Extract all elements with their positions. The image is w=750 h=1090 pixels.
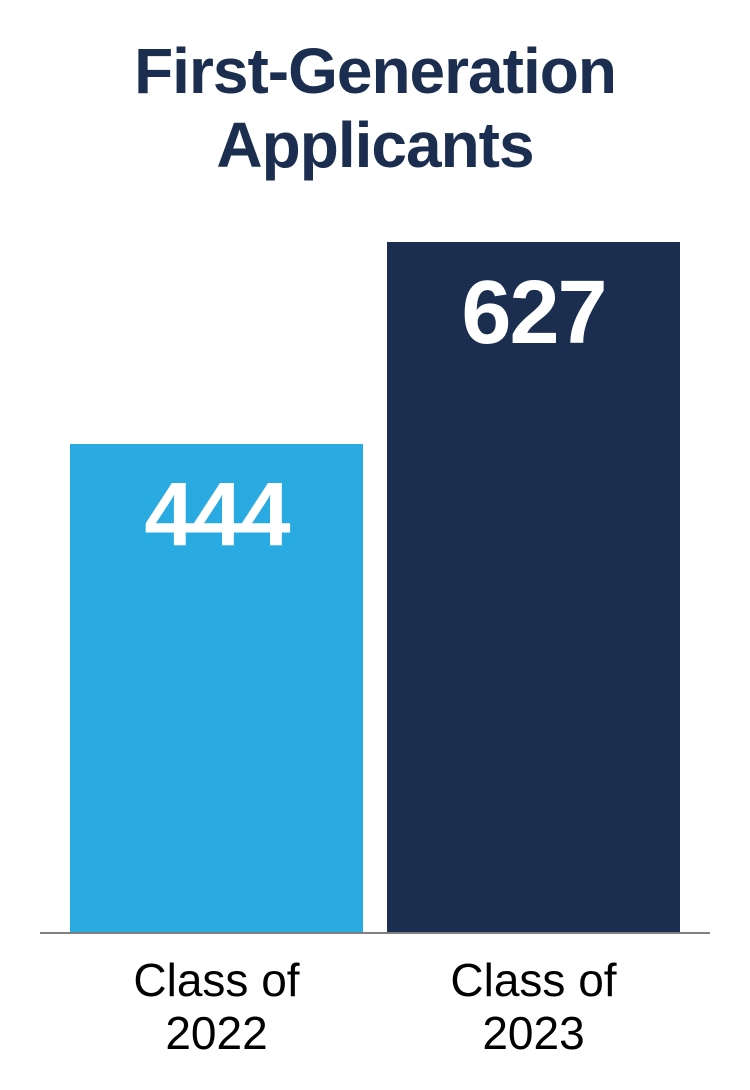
chart-title: First-Generation Applicants bbox=[40, 35, 710, 182]
bar-label-2022: Class of 2022 bbox=[70, 954, 363, 1060]
bar-label-2023-line2: 2023 bbox=[482, 1007, 584, 1059]
bar-label-2023: Class of 2023 bbox=[387, 954, 680, 1060]
bar-value-2023: 627 bbox=[461, 262, 605, 365]
chart-labels-area: Class of 2022 Class of 2023 bbox=[40, 934, 710, 1060]
bar-chart: First-Generation Applicants 444 627 Clas… bbox=[0, 0, 750, 1090]
bar-class-2022: 444 bbox=[70, 444, 363, 933]
chart-title-line2: Applicants bbox=[216, 109, 533, 181]
bar-label-2022-line2: 2022 bbox=[165, 1007, 267, 1059]
bar-label-2022-line1: Class of bbox=[133, 954, 299, 1006]
bar-label-2023-line1: Class of bbox=[450, 954, 616, 1006]
chart-bars-area: 444 627 bbox=[40, 212, 710, 934]
chart-title-line1: First-Generation bbox=[134, 35, 616, 107]
bar-class-2023: 627 bbox=[387, 242, 680, 932]
bar-value-2022: 444 bbox=[144, 464, 288, 567]
